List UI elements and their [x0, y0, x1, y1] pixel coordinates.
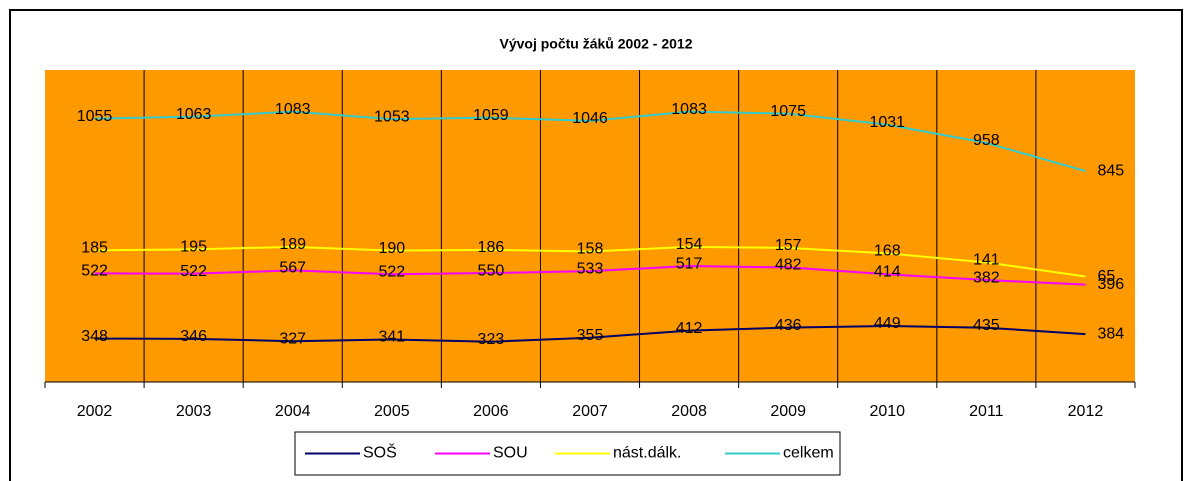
data-label: 550: [478, 262, 505, 279]
x-tick-label: 2006: [473, 403, 509, 420]
data-label: 1075: [770, 103, 806, 120]
x-tick-label: 2007: [572, 403, 608, 420]
x-tick-label: 2010: [869, 403, 905, 420]
series-line: [94, 245, 1086, 278]
data-label: 348: [81, 328, 108, 345]
data-label: 186: [478, 239, 505, 256]
data-label: 533: [577, 260, 604, 277]
chart-title: Vývoj počtu žáků 2002 - 2012: [500, 36, 693, 52]
data-label: 396: [1097, 276, 1124, 293]
data-label: 189: [279, 236, 306, 253]
data-label: 323: [478, 331, 505, 348]
data-label: 1083: [671, 101, 707, 118]
chart-border: [9, 9, 1183, 481]
x-tick-label: 2008: [671, 403, 707, 420]
data-label: 958: [973, 132, 1000, 149]
x-tick-label: 2012: [1068, 403, 1104, 420]
legend-label: SOŠ: [363, 443, 397, 462]
data-label: 1053: [374, 108, 410, 125]
data-label: 482: [775, 257, 802, 274]
data-label: 435: [973, 317, 1000, 334]
data-label: 522: [378, 264, 405, 281]
data-label: 1059: [473, 107, 509, 124]
x-tick-label: 2011: [969, 403, 1004, 420]
data-label: 195: [180, 239, 207, 256]
data-label: 517: [676, 255, 703, 272]
data-label: 1046: [572, 110, 608, 127]
series-line: [94, 265, 1086, 286]
x-tick-label: 2004: [275, 403, 311, 420]
data-label: 355: [577, 327, 604, 344]
x-tick-label: 2003: [176, 403, 212, 420]
data-label: 1031: [869, 114, 905, 131]
data-label: 1063: [176, 106, 212, 123]
data-label: 384: [1097, 325, 1124, 342]
data-label: 185: [81, 240, 108, 257]
data-label: 190: [378, 240, 405, 257]
data-label: 567: [279, 260, 306, 277]
plot-area: [45, 70, 1135, 382]
x-tick-label: 2005: [374, 403, 410, 420]
data-label: 346: [180, 328, 207, 345]
data-label: 449: [874, 315, 901, 332]
data-label: 1083: [275, 101, 311, 118]
legend-label: SOU: [493, 445, 528, 462]
data-label: 412: [676, 320, 703, 337]
data-label: 522: [180, 263, 207, 280]
legend-label: celkem: [783, 445, 834, 462]
data-label: 168: [874, 243, 901, 260]
data-label: 1055: [77, 108, 113, 125]
data-label: 327: [279, 330, 306, 347]
data-label: 157: [775, 237, 802, 254]
data-label: 382: [973, 269, 1000, 286]
data-label: 522: [81, 263, 108, 280]
data-label: 845: [1097, 162, 1124, 179]
series-line: [94, 110, 1086, 173]
data-label: 436: [775, 317, 802, 334]
data-label: 65: [1097, 268, 1115, 285]
data-label: 154: [676, 236, 703, 253]
data-label: 141: [973, 252, 1000, 269]
data-label: 414: [874, 264, 901, 281]
x-tick-label: 2002: [77, 403, 113, 420]
data-label: 158: [577, 241, 604, 258]
data-label: 341: [378, 329, 405, 346]
legend-label: nást.dálk.: [613, 445, 681, 462]
series-line: [94, 324, 1086, 343]
x-tick-label: 2009: [770, 403, 806, 420]
